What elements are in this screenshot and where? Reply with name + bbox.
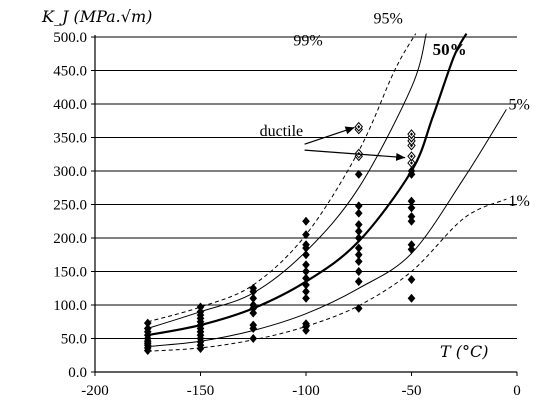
- data-point: [354, 201, 363, 211]
- curve-5pct: [147, 109, 507, 347]
- annotation-arrow-line: [304, 149, 406, 159]
- annotations: 1% 5% 50% 95% 99% ductile: [260, 11, 530, 210]
- y-tick-label: 350.0: [53, 131, 87, 147]
- y-tick-label: 400.0: [53, 97, 87, 113]
- data-point: [354, 266, 363, 277]
- curve-label-50pct: 50%: [433, 40, 467, 59]
- ductile-point-core: [410, 161, 413, 165]
- x-tick-label: -200: [81, 383, 109, 399]
- data-point: [407, 274, 416, 285]
- data-point: [354, 256, 363, 267]
- y-tick-label: 500.0: [53, 30, 87, 46]
- data-point: [302, 293, 310, 303]
- x-axis-label: T (°C): [440, 342, 488, 361]
- data-point: [407, 240, 416, 250]
- y-tick-label: 100.0: [53, 298, 87, 314]
- data-point: [354, 303, 363, 313]
- curve-label-95pct: 95%: [374, 11, 403, 28]
- data-point: [143, 318, 152, 328]
- data-point: [302, 266, 310, 277]
- data-point: [302, 273, 310, 283]
- ductile-point-core: [357, 124, 361, 129]
- data-point: [249, 300, 258, 310]
- y-tick-label: 200.0: [53, 231, 87, 247]
- data-point: [249, 283, 258, 293]
- curve-label-1pct: 1%: [509, 193, 530, 210]
- data-points: [143, 121, 416, 356]
- data-point: [249, 308, 258, 318]
- ductile-point-core: [410, 132, 413, 136]
- data-point: [407, 216, 416, 226]
- annotation-arrowhead: [344, 126, 355, 135]
- data-point: [354, 243, 363, 253]
- curve-label-99pct: 99%: [293, 33, 322, 50]
- data-point: [354, 169, 363, 179]
- x-tick-label: -100: [292, 383, 320, 399]
- data-point: [407, 244, 416, 254]
- annotation-ductile: ductile: [260, 123, 304, 140]
- y-tick-label: 450.0: [53, 64, 87, 80]
- ductile-point-core: [410, 154, 413, 159]
- data-point: [407, 293, 416, 303]
- data-point: [354, 276, 363, 287]
- data-point: [354, 220, 363, 230]
- data-point: [196, 302, 205, 312]
- data-point: [302, 216, 310, 226]
- x-tick-label: -150: [187, 383, 215, 399]
- data-point: [302, 240, 310, 250]
- x-tick-label: 0: [513, 383, 521, 399]
- data-point: [407, 211, 416, 222]
- data-point: [249, 333, 258, 344]
- data-point: [407, 166, 416, 176]
- data-point: [143, 323, 152, 334]
- data-point: [302, 280, 310, 290]
- data-point: [302, 250, 310, 260]
- data-point: [196, 307, 205, 317]
- data-point: [302, 230, 310, 240]
- data-point: [249, 293, 258, 303]
- data-point: [249, 320, 258, 330]
- data-point: [407, 203, 416, 213]
- tick-labels: 0.0 50.0 100.0 150.0 200.0 250.0 300.0 350.0 400…: [41, 7, 521, 399]
- y-axis-label: K_J (MPa.√m): [41, 7, 152, 26]
- data-point: [302, 260, 310, 270]
- y-tick-label: 0.0: [68, 365, 87, 381]
- annotation-arrowhead: [395, 152, 406, 161]
- y-tick-label: 50.0: [61, 332, 87, 348]
- data-point: [302, 287, 310, 297]
- curve-1pct: [147, 198, 507, 352]
- data-point: [407, 196, 416, 206]
- y-tick-label: 300.0: [53, 164, 87, 180]
- data-point: [354, 250, 363, 260]
- x-tick-label: -50: [402, 383, 422, 399]
- data-point: [302, 319, 310, 329]
- curve-label-5pct: 5%: [509, 96, 530, 113]
- data-point: [354, 233, 363, 243]
- data-point: [354, 226, 363, 236]
- y-tick-label: 250.0: [53, 198, 87, 214]
- curve-99pct: [147, 33, 417, 323]
- data-point: [354, 208, 363, 218]
- y-tick-label: 150.0: [53, 265, 87, 281]
